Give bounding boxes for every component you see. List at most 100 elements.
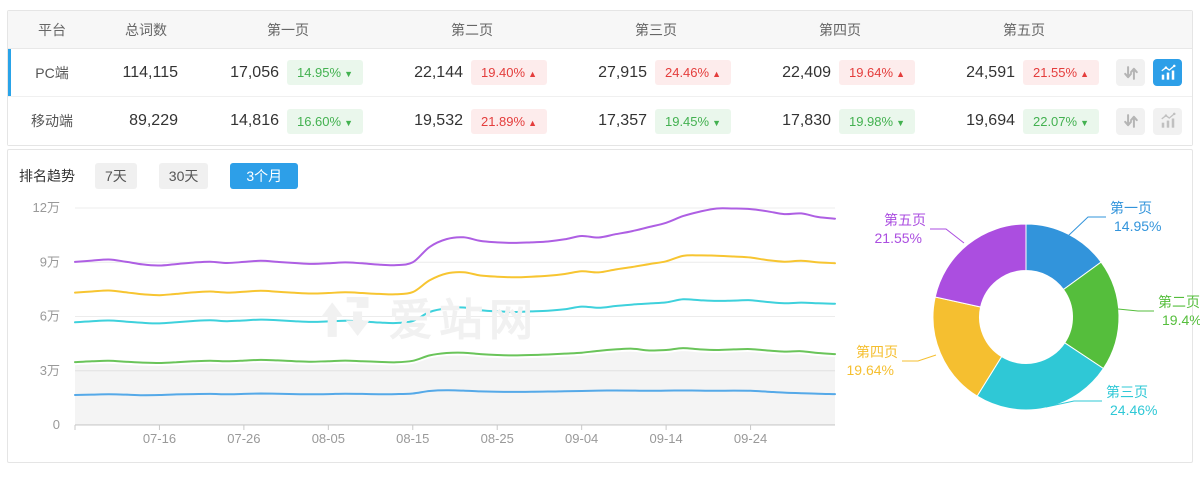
page1-change-badge: 16.60% ▼ bbox=[287, 108, 363, 134]
trend-line-page-1[interactable] bbox=[74, 389, 836, 397]
donut-label-name: 第三页 bbox=[1106, 384, 1148, 400]
page2-change-badge: 21.89% ▲ bbox=[471, 108, 547, 134]
col-header-page3: 第三页 bbox=[635, 21, 677, 38]
page5-change-badge: 22.07% ▼ bbox=[1023, 108, 1099, 134]
trend-arrow-icon: ▲ bbox=[528, 117, 537, 128]
x-axis-label: 07-26 bbox=[227, 431, 260, 446]
page5-change-badge: 21.55% ▲ bbox=[1023, 60, 1099, 85]
platform-label: PC端 bbox=[35, 64, 69, 81]
donut-label-percent: 21.55% bbox=[875, 230, 922, 246]
x-axis-label: 09-24 bbox=[734, 431, 767, 446]
trend-arrow-icon: ▼ bbox=[344, 117, 353, 128]
rank-trend-line-chart[interactable]: 0 3万 6万 9万 12万 07-16 07-26 08-05 08-15 08-25 09-04… bbox=[8, 189, 858, 451]
donut-label-name: 第五页 bbox=[884, 212, 926, 228]
area-fill-page-2 bbox=[75, 351, 835, 425]
tab-3months[interactable]: 3个月 bbox=[230, 163, 299, 189]
trend-arrow-icon: ▼ bbox=[896, 117, 905, 128]
col-header-platform: 平台 bbox=[38, 21, 66, 38]
trend-arrow-icon: ▼ bbox=[344, 69, 353, 79]
trend-arrow-icon: ▼ bbox=[1080, 117, 1089, 128]
trend-arrow-icon: ▲ bbox=[528, 69, 537, 79]
page4-change-badge: 19.64% ▲ bbox=[839, 60, 915, 85]
donut-label-name: 第二页 bbox=[1158, 294, 1200, 310]
trend-arrow-icon: ▲ bbox=[712, 69, 721, 79]
sort-button[interactable] bbox=[1116, 59, 1145, 86]
label-leader-line bbox=[930, 228, 965, 244]
col-header-total: 总词数 bbox=[125, 21, 167, 38]
trend-arrow-icon: ▼ bbox=[712, 117, 721, 128]
y-axis-label: 0 bbox=[53, 417, 60, 432]
page3-count: 27,915 bbox=[598, 63, 647, 81]
page1-change-badge: 14.95% ▼ bbox=[287, 60, 363, 85]
donut-label-name: 第四页 bbox=[856, 344, 898, 360]
y-axis-label: 6万 bbox=[40, 309, 60, 324]
keyword-rank-page: 平台 总词数 第一页 第二页 第三页 第四页 第五页 PC端 114,115 1… bbox=[0, 10, 1200, 479]
page4-count: 22,409 bbox=[782, 63, 831, 81]
page2-change-badge: 19.40% ▲ bbox=[471, 60, 547, 85]
donut-label-percent: 14.95% bbox=[1114, 218, 1161, 234]
x-axis-label: 08-15 bbox=[396, 431, 429, 446]
platform-table-panel: 平台 总词数 第一页 第二页 第三页 第四页 第五页 PC端 114,115 1… bbox=[7, 10, 1193, 146]
table-header-row: 平台 总词数 第一页 第二页 第三页 第四页 第五页 bbox=[8, 11, 1192, 49]
x-axis-label: 08-25 bbox=[481, 431, 514, 446]
label-leader-line bbox=[1117, 308, 1154, 312]
col-header-page1: 第一页 bbox=[267, 21, 309, 38]
tab-30days[interactable]: 30天 bbox=[158, 163, 209, 189]
x-axis-label: 08-05 bbox=[312, 431, 345, 446]
donut-slice-page-3[interactable] bbox=[976, 342, 1105, 411]
trend-line-page-2[interactable] bbox=[74, 347, 836, 364]
trend-arrow-icon: ▲ bbox=[1080, 69, 1089, 79]
page2-count: 22,144 bbox=[414, 63, 463, 81]
col-header-page4: 第四页 bbox=[819, 21, 861, 38]
line-chart-icon bbox=[1160, 64, 1175, 80]
rank-trend-panel: 排名趋势 7天 30天 3个月 0 3万 6万 9万 12万 07-16 07-26 08-0… bbox=[7, 149, 1200, 463]
page1-count: 17,056 bbox=[230, 63, 279, 81]
page4-count: 17,830 bbox=[782, 112, 831, 129]
y-axis-label: 3万 bbox=[40, 363, 60, 378]
x-axis-label: 09-14 bbox=[649, 431, 682, 446]
page3-change-badge: 24.46% ▲ bbox=[655, 60, 731, 85]
page3-change-badge: 19.45% ▼ bbox=[655, 108, 731, 134]
donut-label-name: 第一页 bbox=[1110, 200, 1152, 216]
trend-line-page-4[interactable] bbox=[74, 254, 836, 297]
trend-line-page-3[interactable] bbox=[74, 298, 836, 325]
x-axis-label: 07-16 bbox=[143, 431, 176, 446]
trend-toolbar: 排名趋势 7天 30天 3个月 bbox=[8, 150, 1192, 189]
page3-count: 17,357 bbox=[598, 112, 647, 129]
up-down-arrows-icon bbox=[1123, 65, 1138, 80]
up-down-arrows-icon bbox=[1123, 114, 1138, 128]
page5-count: 19,694 bbox=[966, 112, 1015, 129]
show-trend-button[interactable] bbox=[1153, 59, 1182, 86]
donut-label-percent: 19.4% bbox=[1162, 312, 1200, 328]
x-axis-label: 09-04 bbox=[565, 431, 598, 446]
donut-label-percent: 19.64% bbox=[847, 362, 894, 378]
show-trend-button[interactable] bbox=[1153, 107, 1182, 135]
sort-button[interactable] bbox=[1116, 107, 1145, 135]
y-axis-label: 12万 bbox=[33, 200, 60, 215]
page1-count: 14,816 bbox=[230, 112, 279, 129]
donut-slice-page-5[interactable] bbox=[934, 223, 1027, 308]
page5-count: 24,591 bbox=[966, 63, 1015, 81]
page-share-donut-chart[interactable]: 第一页 14.95% 第二页 19.4% 第三页 24.46% 第四页 19.64% 第五页 21… bbox=[846, 181, 1200, 451]
donut-slice-page-2[interactable] bbox=[1062, 261, 1120, 370]
y-axis-label: 9万 bbox=[40, 254, 60, 269]
trend-arrow-icon: ▲ bbox=[896, 69, 905, 79]
donut-label-percent: 24.46% bbox=[1110, 402, 1157, 418]
charts-area: 0 3万 6万 9万 12万 07-16 07-26 08-05 08-15 08-25 09-04… bbox=[8, 189, 1200, 457]
table-row-pc[interactable]: PC端 114,115 17,056 14.95% ▼ 22,144 19.40% ▲ … bbox=[8, 49, 1192, 97]
total-words: 89,229 bbox=[129, 112, 178, 129]
total-words: 114,115 bbox=[122, 63, 178, 81]
table-row-mobile[interactable]: 移动端 89,229 14,816 16.60% ▼ 19,532 21.89% ▲ 1… bbox=[8, 97, 1192, 145]
trend-title: 排名趋势 bbox=[19, 168, 75, 184]
label-leader-line bbox=[902, 354, 937, 362]
tab-7days[interactable]: 7天 bbox=[95, 163, 137, 189]
label-leader-line bbox=[1045, 400, 1102, 408]
label-leader-line bbox=[1067, 216, 1106, 237]
col-header-page5: 第五页 bbox=[1003, 21, 1045, 38]
trend-line-page-5[interactable] bbox=[74, 207, 836, 267]
col-header-page2: 第二页 bbox=[451, 21, 493, 38]
page2-count: 19,532 bbox=[414, 112, 463, 129]
platform-label: 移动端 bbox=[31, 113, 73, 129]
page4-change-badge: 19.98% ▼ bbox=[839, 108, 915, 134]
line-chart-icon bbox=[1160, 112, 1175, 128]
